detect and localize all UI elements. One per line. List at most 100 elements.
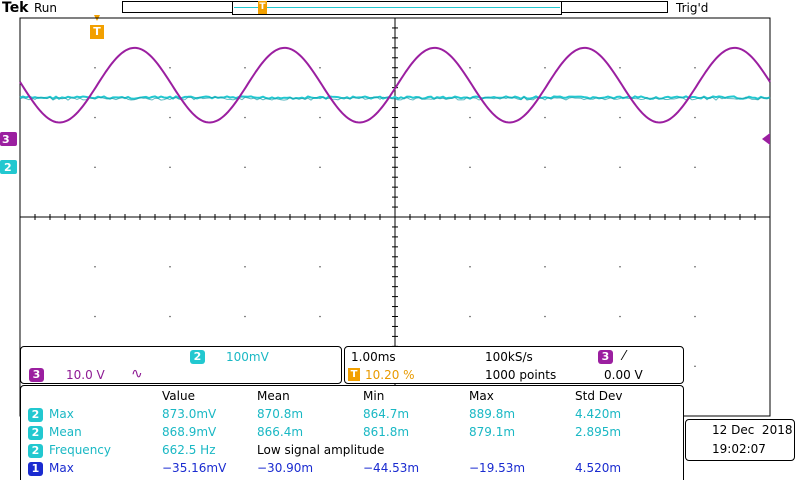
measure-max: 879.1m xyxy=(469,425,516,439)
measure-warning: Low signal amplitude xyxy=(257,443,385,457)
grid-dot xyxy=(94,66,96,69)
measure-stddev: 4.420m xyxy=(575,407,622,421)
ch2-badge[interactable]: 2 xyxy=(190,350,205,364)
time-per-division: 1.00ms xyxy=(351,350,396,364)
sample-rate: 100kS/s xyxy=(485,350,533,364)
grid-dot xyxy=(544,66,546,69)
ch2-badge: 2 xyxy=(28,425,43,440)
measure-min: 861.8m xyxy=(363,425,410,439)
grid-dot xyxy=(319,315,321,318)
grid-dot xyxy=(544,166,546,169)
grid-dot xyxy=(694,166,696,169)
grid-dot xyxy=(619,66,621,69)
acquisition-status: Run xyxy=(34,1,58,15)
grid-dot xyxy=(469,116,471,119)
grid-dot xyxy=(694,365,696,368)
grid-dot xyxy=(244,265,246,268)
measure-row-label[interactable]: 2 Frequency xyxy=(28,443,148,458)
grid-dot xyxy=(619,315,621,318)
ch2-ground-marker[interactable]: 2 xyxy=(0,160,17,174)
trigger-level: 0.00 V xyxy=(604,368,643,382)
trigger-position-marker[interactable]: T xyxy=(90,25,104,39)
measure-value: 868.9mV xyxy=(162,425,217,439)
ch3-trigger-level-icon xyxy=(762,133,770,145)
measure-header-max: Max xyxy=(469,389,494,403)
ch2-waveform-noise xyxy=(19,96,771,101)
record-trigger-marker: T xyxy=(258,1,267,14)
measure-stddev: 4.520m xyxy=(575,461,622,475)
measure-mean: 866.4m xyxy=(257,425,304,439)
measure-name: Max xyxy=(49,461,74,475)
grid-dot xyxy=(619,116,621,119)
measure-header-min: Min xyxy=(363,389,385,403)
grid-dot xyxy=(694,265,696,268)
record-trace-line xyxy=(234,7,560,8)
grid-dot xyxy=(319,166,321,169)
ch3-waveform xyxy=(19,46,771,124)
measure-name: Frequency xyxy=(49,443,111,457)
grid-dot xyxy=(169,265,171,268)
measure-value: 873.0mV xyxy=(162,407,217,421)
measure-row-label[interactable]: 2 Mean xyxy=(28,425,148,440)
grid-dot xyxy=(319,265,321,268)
ac-coupling-icon: ∿ xyxy=(131,366,143,382)
grid-dot xyxy=(169,66,171,69)
trigger-source-badge: 3 xyxy=(598,350,613,364)
grid-dot xyxy=(469,166,471,169)
date-time-panel: 12 Dec 2018 19:02:07 xyxy=(685,419,795,461)
rising-edge-icon: ⁄ xyxy=(623,349,626,364)
vertical-settings-panel[interactable]: 2 100mV 3 10.0 V ∿ xyxy=(20,346,342,384)
grid-dot xyxy=(469,66,471,69)
grid-dot xyxy=(94,265,96,268)
ch1-badge: 1 xyxy=(28,461,43,476)
trigger-position-badge: T xyxy=(348,368,360,381)
measure-min: −44.53m xyxy=(363,461,420,475)
measure-row-label[interactable]: 1 Max xyxy=(28,461,148,476)
measure-mean: −30.90m xyxy=(257,461,314,475)
measure-value: −35.16mV xyxy=(162,461,227,475)
measure-header-stddev: Std Dev xyxy=(575,389,623,403)
measure-name: Max xyxy=(49,407,74,421)
grid-dot xyxy=(319,66,321,69)
trigger-status: Trig'd xyxy=(676,1,709,15)
measure-name: Mean xyxy=(49,425,82,439)
grid-dot xyxy=(244,166,246,169)
timebase-trigger-panel[interactable]: 1.00ms 100kS/s 3 ⁄ T 10.20 % 1000 points… xyxy=(344,346,684,384)
grid-dot xyxy=(619,166,621,169)
grid-dot xyxy=(94,315,96,318)
grid-dot xyxy=(469,315,471,318)
grid-dot xyxy=(544,116,546,119)
grid-dot xyxy=(544,265,546,268)
measure-header-value: Value xyxy=(162,389,195,403)
record-view-window[interactable] xyxy=(232,1,562,15)
grid-dot xyxy=(319,116,321,119)
measure-header-mean: Mean xyxy=(257,389,290,403)
grid-dot xyxy=(169,166,171,169)
grid-dot xyxy=(169,116,171,119)
ch2-marker-label: 2 xyxy=(4,161,12,174)
time-readout: 19:02:07 xyxy=(712,442,766,456)
ch2-waveform xyxy=(19,95,771,100)
date-readout: 12 Dec 2018 xyxy=(712,423,793,437)
grid-dot xyxy=(244,66,246,69)
ch3-ground-marker[interactable]: 3 xyxy=(0,132,17,146)
grid-dot xyxy=(94,166,96,169)
measurements-panel[interactable]: Value Mean Min Max Std Dev 2 Max 873.0mV … xyxy=(20,385,684,480)
measure-row-label[interactable]: 2 Max xyxy=(28,407,148,422)
grid-dot xyxy=(469,265,471,268)
measure-max: 889.8m xyxy=(469,407,516,421)
ch3-badge[interactable]: 3 xyxy=(29,368,44,382)
grid-dot xyxy=(169,315,171,318)
measure-min: 864.7m xyxy=(363,407,410,421)
grid-dot xyxy=(694,66,696,69)
ch3-marker-label: 3 xyxy=(2,133,10,146)
grid-dot xyxy=(244,315,246,318)
measure-mean: 870.8m xyxy=(257,407,304,421)
brand-logo: Tek xyxy=(2,0,29,16)
ch2-vertical-scale: 100mV xyxy=(226,350,269,364)
trigger-position-percent: 10.20 % xyxy=(365,368,415,382)
grid-dot xyxy=(244,116,246,119)
record-length: 1000 points xyxy=(485,368,557,382)
grid-dot xyxy=(619,265,621,268)
measure-value: 662.5 Hz xyxy=(162,443,216,457)
